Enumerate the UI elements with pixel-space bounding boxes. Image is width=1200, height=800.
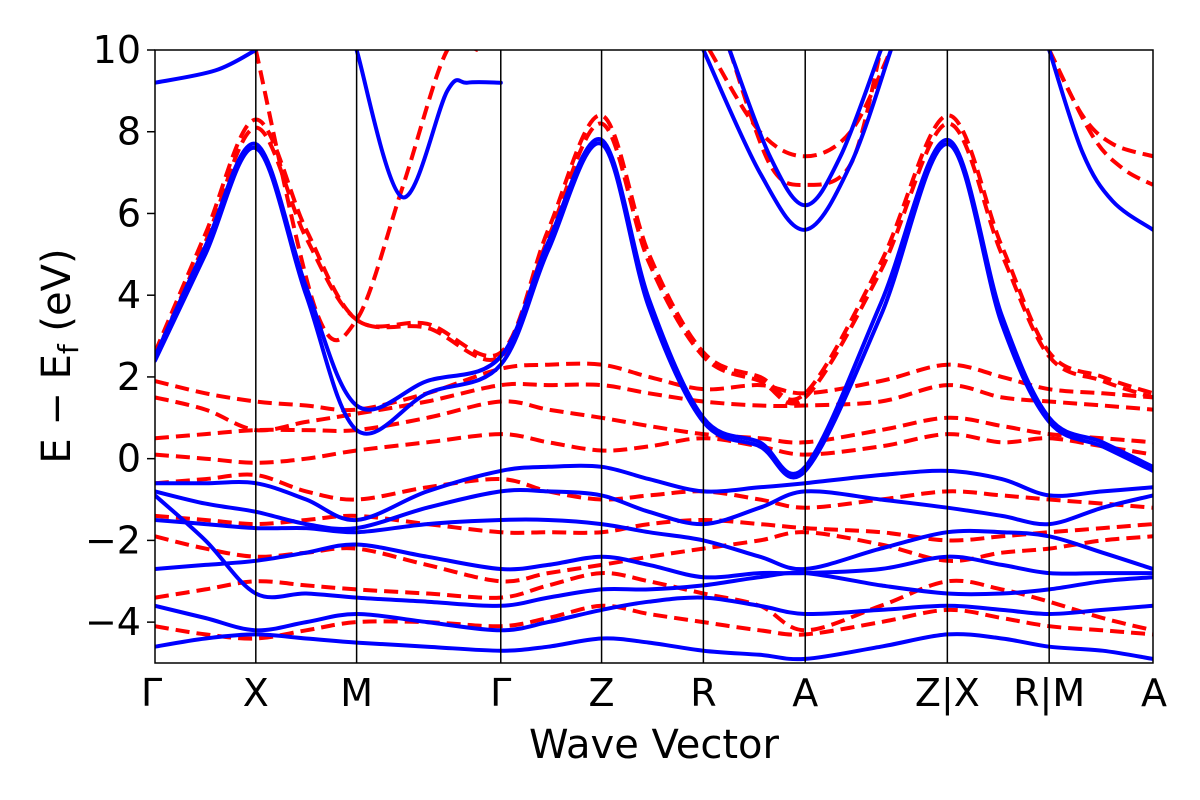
x-tick-label-2: M — [340, 671, 373, 715]
plot-frame — [154, 49, 1154, 664]
x-tick-label-0: Γ — [141, 671, 162, 715]
y-tick-label-5: 6 — [117, 191, 141, 235]
blue-solid-band-9 — [155, 517, 1153, 572]
red-dashed-band-14 — [155, 113, 1153, 402]
x-tick-label-3: Γ — [490, 671, 511, 715]
blue-solid-band-12 — [155, 595, 1153, 633]
x-tick-label-1: X — [243, 671, 269, 715]
blue-solid-band-8 — [155, 487, 1153, 532]
y-tick-label-3: 2 — [117, 355, 141, 399]
red-dashed-band-18 — [155, 399, 1153, 445]
y-axis-label-unit: (eV) — [34, 248, 80, 344]
x-tick-label-7: Z|X — [915, 671, 980, 716]
y-axis-label-subscript: f — [52, 343, 85, 354]
red-dashed-band-15 — [155, 121, 1153, 406]
y-axis-label-main: E − E — [34, 354, 80, 464]
blue-solid-band-13 — [155, 632, 1153, 662]
band-series-layer — [155, 50, 1153, 662]
red-dashed-band-22 — [155, 530, 1153, 584]
red-dashed-band-25 — [253, 50, 478, 343]
red-dashed-band-27 — [727, 50, 883, 187]
blue-solid-band-11 — [155, 493, 1153, 608]
blue-solid-band-10 — [155, 542, 1153, 580]
red-dashed-band-21 — [155, 513, 1153, 543]
y-tick-label-6: 8 — [117, 110, 141, 154]
red-dashed-band-16 — [155, 361, 1153, 413]
blue-solid-band-2 — [354, 50, 503, 200]
kpoint-divider-lines — [255, 50, 1050, 663]
y-tick-label-1: −2 — [85, 518, 141, 562]
y-axis-label: E − Ef (eV) — [34, 248, 85, 463]
red-dashed-band-23 — [155, 571, 1153, 633]
red-dashed-band-20 — [155, 472, 1153, 510]
x-tick-label-5: R — [690, 671, 716, 715]
x-tick-label-6: A — [792, 671, 818, 715]
blue-solid-band-1 — [155, 141, 1153, 480]
x-tick-label-8: R|M — [1013, 671, 1085, 716]
y-tick-label-2: 0 — [117, 437, 141, 481]
red-dashed-band-29 — [1047, 50, 1153, 187]
x-axis-label: Wave Vector — [529, 722, 780, 768]
y-tick-label-4: 4 — [117, 273, 141, 317]
y-tick-label-7: 10 — [93, 28, 141, 72]
blue-solid-band-3 — [155, 50, 258, 85]
y-axis-ticks: −4 −2 0 2 4 6 8 10 — [85, 28, 155, 644]
red-dashed-band-24 — [155, 603, 1153, 641]
blue-solid-band-6 — [1047, 50, 1153, 232]
red-dashed-band-17 — [155, 381, 1153, 433]
blue-solid-band-7 — [155, 463, 1153, 523]
x-axis-ticks: Γ X M Γ Z R A Z|X R|M A — [141, 671, 1167, 716]
red-dashed-band-19 — [155, 432, 1153, 465]
y-tick-label-0: −4 — [85, 600, 141, 644]
x-tick-label-4: Z — [589, 671, 615, 715]
x-tick-label-9: A — [1141, 671, 1167, 715]
